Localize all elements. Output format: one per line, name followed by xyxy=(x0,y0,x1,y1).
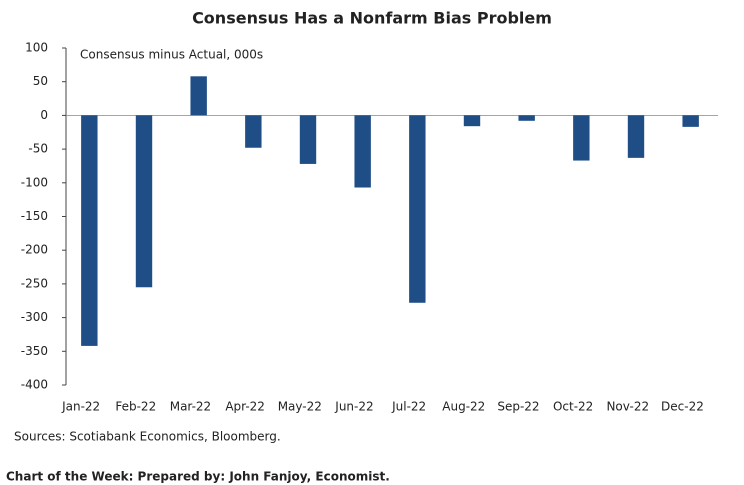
x-tick-label: Aug-22 xyxy=(442,400,485,414)
y-tick-label: -200 xyxy=(21,243,48,257)
y-tick-label: 50 xyxy=(33,74,48,88)
y-tick-label: -50 xyxy=(28,142,48,156)
y-tick-label: -400 xyxy=(21,378,48,392)
bar xyxy=(190,76,207,116)
x-tick-label: Mar-22 xyxy=(170,400,211,414)
bar xyxy=(682,115,699,127)
x-tick-label: Dec-22 xyxy=(661,400,704,414)
y-tick-label: 0 xyxy=(40,108,48,122)
source: Sources: Scotiabank Economics, Bloomberg… xyxy=(14,430,281,444)
y-tick-label: -300 xyxy=(21,310,48,324)
x-tick-label: Sep-22 xyxy=(497,400,539,414)
y-tick-label: -100 xyxy=(21,175,48,189)
x-tick-label: Apr-22 xyxy=(225,400,265,414)
bar xyxy=(245,115,262,148)
bar xyxy=(627,115,645,158)
x-tick-label: May-22 xyxy=(278,400,322,414)
bar xyxy=(518,115,535,121)
x-tick-label: Feb-22 xyxy=(115,400,156,414)
x-tick-label: Jun-22 xyxy=(334,400,373,414)
x-tick-label: Jan-22 xyxy=(61,400,100,414)
y-tick-label: 100 xyxy=(25,41,48,55)
y-tick-label: -350 xyxy=(21,344,48,358)
y-tick-label: -250 xyxy=(21,276,48,290)
chart-subtitle: Consensus minus Actual, 000s xyxy=(80,48,263,62)
bar xyxy=(354,115,371,188)
bar xyxy=(409,115,426,303)
x-tick-label: Oct-22 xyxy=(553,400,593,414)
bar xyxy=(463,115,481,127)
x-tick-label: Nov-22 xyxy=(606,400,649,414)
footer: Chart of the Week: Prepared by: John Fan… xyxy=(6,470,390,484)
bar xyxy=(299,115,317,164)
chart-title: Consensus Has a Nonfarm Bias Problem xyxy=(192,9,552,28)
bar xyxy=(573,115,590,161)
bar xyxy=(81,115,98,346)
bar xyxy=(135,115,153,288)
y-tick-label: -150 xyxy=(21,209,48,223)
x-tick-label: Jul-22 xyxy=(391,400,426,414)
